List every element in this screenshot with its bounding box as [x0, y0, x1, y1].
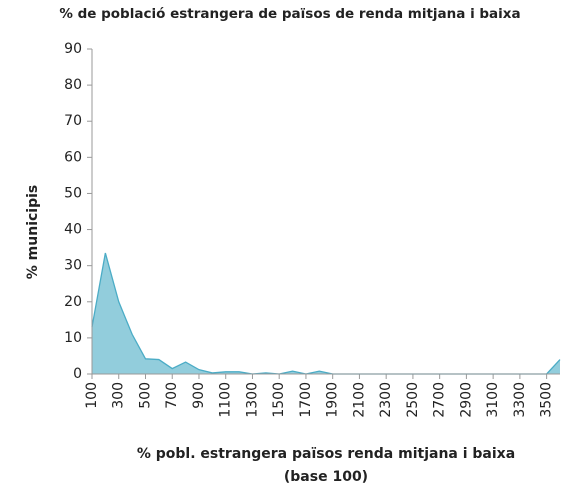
y-tick-label: 50 — [64, 185, 82, 201]
area-line — [91, 252, 561, 375]
area — [92, 253, 560, 374]
x-tick-label: 1900 — [325, 382, 341, 418]
x-tick-label: 900 — [191, 382, 207, 409]
x-tick-label: 100 — [84, 382, 100, 409]
y-tick-label: 90 — [64, 41, 82, 57]
y-tick-label: 40 — [64, 222, 82, 238]
y-tick-label: 60 — [64, 149, 82, 165]
chart-title: % de població estrangera de països de re… — [59, 6, 520, 22]
x-tick-label: 3100 — [485, 382, 501, 418]
x-tick-label: 1500 — [271, 382, 287, 418]
x-tick-label: 300 — [111, 382, 127, 409]
x-tick-label: 2500 — [405, 382, 421, 418]
x-tick-label: 3300 — [512, 382, 528, 418]
y-axis-label: % municipis — [25, 185, 41, 279]
x-tick-label: 3500 — [539, 382, 555, 418]
x-tick-label: 1700 — [298, 382, 314, 418]
y-tick-label: 30 — [64, 258, 82, 274]
x-tick-label: 2700 — [432, 382, 448, 418]
x-tick-label: 500 — [137, 382, 153, 409]
y-tick-label: 80 — [64, 77, 82, 93]
x-axis-label: (base 100) — [284, 469, 368, 485]
y-tick-label: 10 — [64, 330, 82, 346]
y-tick-label: 70 — [64, 113, 82, 129]
x-tick-label: 1300 — [244, 382, 260, 418]
y-tick-label: 20 — [64, 294, 82, 310]
x-tick-label: 2100 — [351, 382, 367, 418]
y-tick-label: 0 — [73, 366, 82, 382]
x-tick-label: 700 — [164, 382, 180, 409]
x-tick-label: 2900 — [458, 382, 474, 418]
x-tick-label: 2300 — [378, 382, 394, 418]
x-axis-label: % pobl. estrangera països renda mitjana … — [137, 446, 515, 462]
x-tick-label: 1100 — [218, 382, 234, 418]
